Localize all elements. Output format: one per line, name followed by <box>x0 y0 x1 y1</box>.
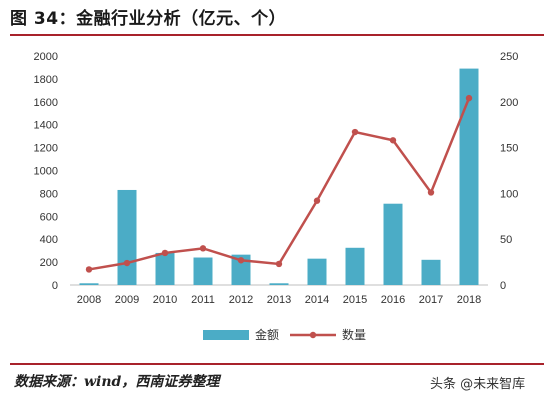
bar <box>117 189 137 285</box>
line-point <box>389 137 397 144</box>
bar <box>231 254 251 285</box>
x-axis-tick-label: 2016 <box>381 294 405 306</box>
bar <box>459 68 479 285</box>
watermark: 头条 @未来智库 <box>430 377 526 392</box>
source-note: 数据来源：wind，西南证券整理 <box>14 374 220 390</box>
left-axis-tick-label: 1200 <box>34 143 58 155</box>
bar <box>193 257 213 285</box>
footer-divider <box>10 363 544 365</box>
bar <box>79 283 99 285</box>
bar-series <box>79 68 479 285</box>
x-axis-tick-label: 2018 <box>457 294 481 306</box>
x-axis-tick-label: 2009 <box>115 294 139 306</box>
bar <box>269 283 289 285</box>
left-axis-tick-label: 1800 <box>34 74 58 86</box>
line-point <box>351 128 359 136</box>
line-point <box>465 94 473 102</box>
bar <box>345 247 365 285</box>
line-series <box>85 94 473 273</box>
right-axis-tick-label: 50 <box>500 234 512 246</box>
right-axis-tick-label: 150 <box>500 143 518 155</box>
x-axis-tick-label: 2011 <box>191 294 215 306</box>
line-point <box>199 245 207 252</box>
x-axis-tick-label: 2013 <box>267 294 291 306</box>
x-axis-tick-label: 2014 <box>305 294 329 306</box>
right-axis-tick-label: 100 <box>500 188 518 200</box>
x-axis-tick-label: 2008 <box>77 294 101 306</box>
left-axis-tick-label: 2000 <box>34 51 58 63</box>
x-axis-tick-label: 2017 <box>419 294 443 306</box>
left-axis-tick-label: 1400 <box>34 120 58 132</box>
left-axis-tick-label: 800 <box>40 188 58 200</box>
bar <box>421 259 441 285</box>
right-axis-tick-label: 250 <box>500 51 518 63</box>
line-point <box>161 249 169 257</box>
series-line <box>88 97 471 271</box>
right-axis-tick-label: 0 <box>500 280 506 292</box>
line-point <box>237 257 245 264</box>
x-axis-tick-label: 2010 <box>153 294 177 306</box>
left-axis-tick-label: 600 <box>40 211 58 223</box>
line-point <box>427 189 435 196</box>
x-axis-tick-label: 2012 <box>229 294 253 306</box>
bar <box>383 203 403 285</box>
legend-swatch-marker <box>309 331 317 339</box>
left-axis-tick-label: 400 <box>40 234 58 246</box>
left-axis-tick-label: 1600 <box>34 97 58 109</box>
legend-swatch-bar <box>203 330 249 340</box>
line-point <box>275 260 283 268</box>
line-point <box>85 266 93 273</box>
right-axis-tick-label: 200 <box>500 97 518 109</box>
legend-label-bar: 金额 <box>255 327 279 342</box>
left-axis-tick-label: 200 <box>40 257 58 269</box>
x-axis: 2008 2009 2010 2011 2012 2013 2014 2015 2016 2017… <box>70 284 488 306</box>
left-axis-tick-label: 0 <box>52 280 58 292</box>
title-divider <box>10 34 544 36</box>
figure-title: 图 34：金融行业分析（亿元、个） <box>10 9 287 29</box>
line-point <box>123 259 131 267</box>
bar-line-chart: 0 200 400 600 800 1000 1200 1400 1600 1800 2000 0 5… <box>34 51 519 342</box>
left-axis-tick-label: 1000 <box>34 166 58 178</box>
x-axis-tick-label: 2015 <box>343 294 367 306</box>
legend: 金额 数量 <box>203 327 366 342</box>
left-y-axis: 0 200 400 600 800 1000 1200 1400 1600 1800 2000 <box>34 51 58 292</box>
bar <box>307 258 327 285</box>
right-y-axis: 0 50 100 150 200 250 <box>500 51 518 292</box>
legend-label-line: 数量 <box>342 327 366 342</box>
bar <box>155 252 175 285</box>
line-point <box>313 197 321 204</box>
